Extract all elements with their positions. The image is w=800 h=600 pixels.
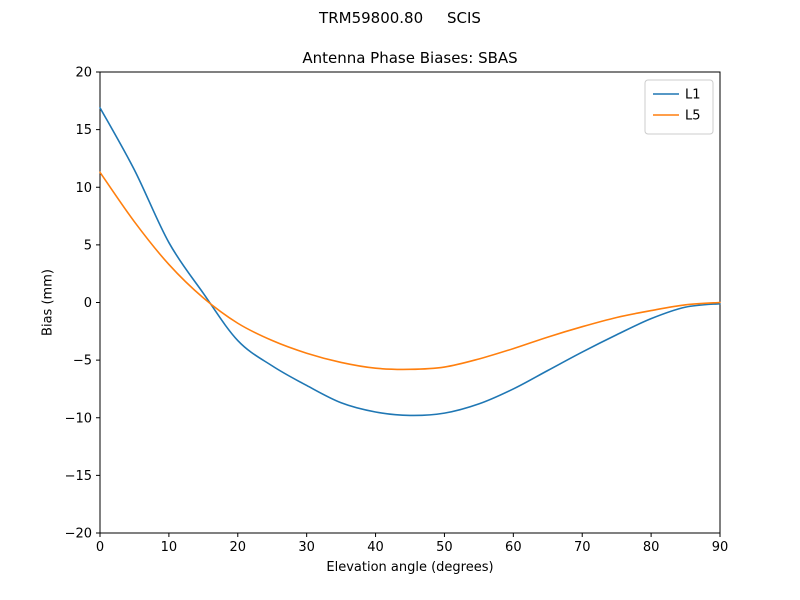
x-tick-label: 90 bbox=[712, 540, 729, 555]
x-tick-label: 50 bbox=[436, 540, 453, 555]
x-tick-label: 40 bbox=[367, 540, 384, 555]
plot-border bbox=[99, 71, 721, 534]
legend-label: L1 bbox=[685, 88, 701, 103]
legend-label: L5 bbox=[685, 109, 701, 124]
y-tick-label: 15 bbox=[75, 123, 92, 138]
y-tick-label: −20 bbox=[65, 527, 92, 542]
x-tick-label: 20 bbox=[230, 540, 247, 555]
x-tick-label: 30 bbox=[298, 540, 315, 555]
series-line-L5 bbox=[99, 171, 721, 371]
x-axis-label: Elevation angle (degrees) bbox=[326, 560, 494, 575]
x-tick-label: 0 bbox=[96, 540, 104, 555]
figure-suptitle: TRM59800.80 SCIS bbox=[319, 9, 481, 27]
x-tick-label: 60 bbox=[505, 540, 522, 555]
series-line-L1 bbox=[99, 106, 721, 417]
y-tick-label: 20 bbox=[75, 66, 92, 81]
x-tick-label: 70 bbox=[574, 540, 591, 555]
x-tick-label: 10 bbox=[161, 540, 178, 555]
x-tick-label: 80 bbox=[643, 540, 660, 555]
legend-frame bbox=[644, 79, 714, 135]
y-tick-label: 5 bbox=[84, 238, 92, 253]
y-tick-label: 0 bbox=[84, 296, 92, 311]
y-tick-label: −10 bbox=[65, 411, 92, 426]
axes-title: Antenna Phase Biases: SBAS bbox=[302, 49, 518, 67]
y-tick-label: 10 bbox=[75, 181, 92, 196]
y-tick-label: −5 bbox=[73, 354, 92, 369]
y-tick-label: −15 bbox=[65, 469, 92, 484]
